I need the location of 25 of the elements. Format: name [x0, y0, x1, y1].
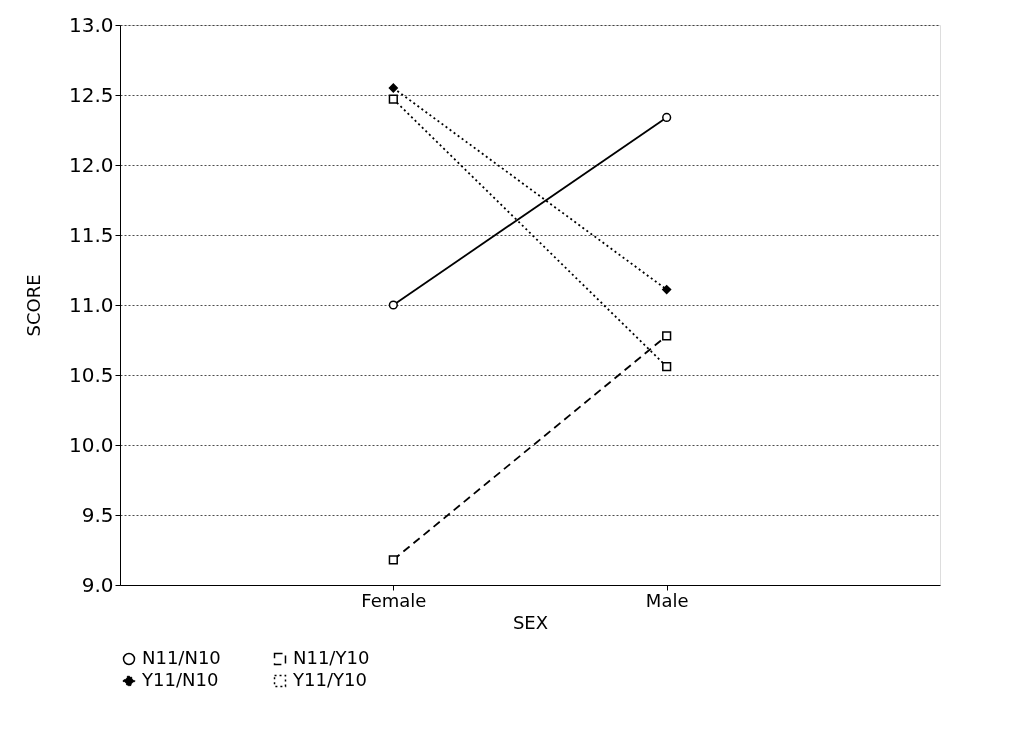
point [388, 300, 398, 310]
y-tick-label: 11.5 [68, 222, 114, 247]
point [662, 284, 672, 295]
y-tick-label: 9.0 [81, 572, 114, 597]
x-tick-label: Male [645, 589, 689, 611]
y-tick-label: 10.5 [68, 362, 114, 387]
y-tick-label: 13.0 [68, 12, 114, 37]
y-tick-label: 10.0 [68, 432, 114, 457]
point [388, 94, 398, 104]
point [662, 112, 672, 123]
y-tick-label: 9.5 [81, 502, 114, 527]
point [662, 361, 672, 372]
legend-label: Y11/N10 [141, 669, 219, 690]
legend-label: N11/Y10 [293, 647, 370, 668]
point [388, 555, 398, 565]
y-tick-label: 12.5 [68, 82, 114, 107]
y-tick-label: 11.0 [68, 292, 114, 317]
legend-label: N11/N10 [142, 647, 221, 668]
point [662, 331, 672, 341]
x-axis-title: SEX [512, 611, 549, 633]
y-tick-label: 12.0 [68, 152, 114, 177]
y-axis-title: SCORE [22, 274, 44, 337]
x-tick-label: Female [361, 589, 427, 611]
point [388, 83, 398, 93]
legend-label: Y11/Y10 [292, 669, 367, 690]
